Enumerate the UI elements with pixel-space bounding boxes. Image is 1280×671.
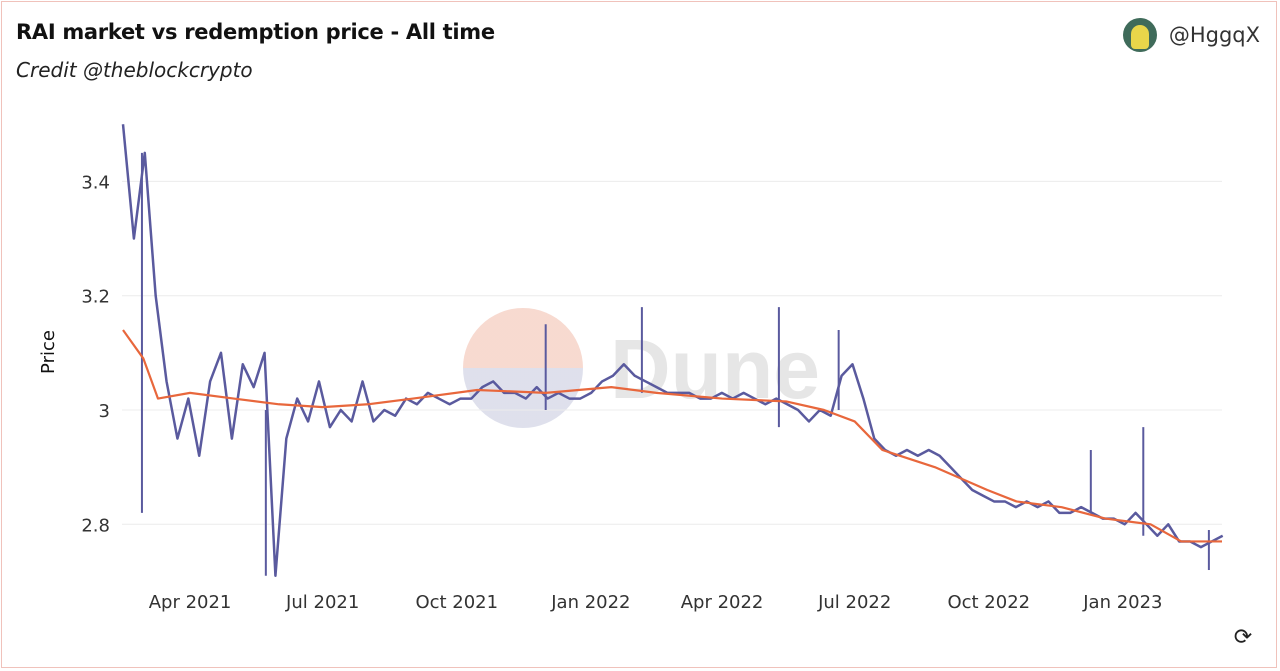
y-tick-label: 2.8 xyxy=(81,515,110,536)
user-badge[interactable]: @HggqX xyxy=(1122,18,1260,52)
y-tick-label: 3 xyxy=(99,401,110,422)
chart-subtitle: Credit @theblockcrypto xyxy=(16,58,253,82)
x-tick-label: Jul 2021 xyxy=(285,592,359,613)
avatar xyxy=(1122,18,1157,52)
y-tick-label: 3.2 xyxy=(81,287,110,308)
x-tick-label: Apr 2021 xyxy=(149,592,232,613)
y-axis-label: Price xyxy=(38,330,59,374)
x-tick-label: Oct 2022 xyxy=(947,592,1030,613)
y-tick-label: 3.4 xyxy=(81,172,110,193)
x-tick-label: Jan 2023 xyxy=(1082,592,1162,613)
x-tick-label: Apr 2022 xyxy=(681,592,764,613)
market-price-line xyxy=(121,124,1224,577)
x-tick-label: Jan 2022 xyxy=(550,592,630,613)
username: @HggqX xyxy=(1168,23,1260,47)
x-tick-label: Oct 2021 xyxy=(415,592,498,613)
x-tick-label: Jul 2022 xyxy=(817,592,891,613)
chart-title: RAI market vs redemption price - All tim… xyxy=(16,20,495,44)
redemption-price-line xyxy=(122,329,1222,543)
refresh-icon[interactable]: ⟳ xyxy=(1233,625,1253,650)
